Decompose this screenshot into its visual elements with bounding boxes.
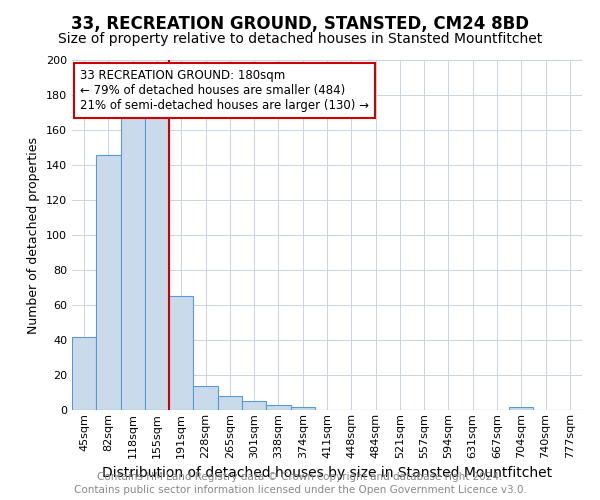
Bar <box>266 405 290 410</box>
Bar <box>121 118 145 410</box>
Bar <box>169 296 193 410</box>
Bar <box>218 396 242 410</box>
Bar <box>193 386 218 410</box>
Text: Contains public sector information licensed under the Open Government Licence v3: Contains public sector information licen… <box>74 485 526 495</box>
Y-axis label: Number of detached properties: Number of detached properties <box>28 136 40 334</box>
Bar <box>145 118 169 410</box>
Bar <box>72 336 96 410</box>
Text: 33 RECREATION GROUND: 180sqm
← 79% of detached houses are smaller (484)
21% of s: 33 RECREATION GROUND: 180sqm ← 79% of de… <box>80 69 368 112</box>
Bar <box>242 401 266 410</box>
Bar <box>509 406 533 410</box>
Text: 33, RECREATION GROUND, STANSTED, CM24 8BD: 33, RECREATION GROUND, STANSTED, CM24 8B… <box>71 15 529 33</box>
Bar <box>290 406 315 410</box>
Text: Contains HM Land Registry data © Crown copyright and database right 2024.: Contains HM Land Registry data © Crown c… <box>97 472 503 482</box>
Text: Size of property relative to detached houses in Stansted Mountfitchet: Size of property relative to detached ho… <box>58 32 542 46</box>
X-axis label: Distribution of detached houses by size in Stansted Mountfitchet: Distribution of detached houses by size … <box>102 466 552 480</box>
Bar <box>96 154 121 410</box>
